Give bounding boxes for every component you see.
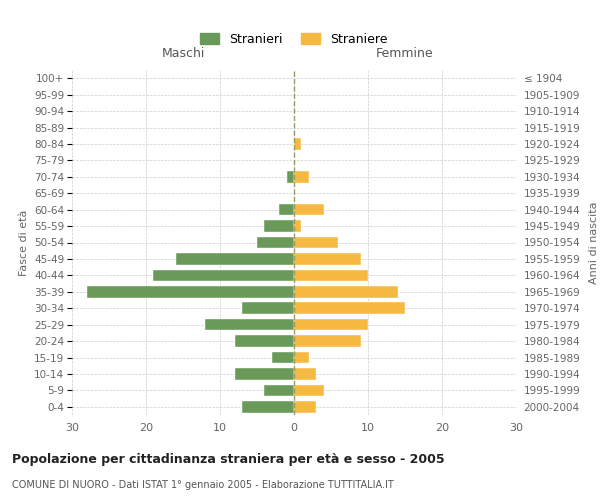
Y-axis label: Anni di nascita: Anni di nascita (589, 201, 599, 284)
Bar (294, 401, 316, 412)
Bar (154, 270, 294, 281)
Text: Femmine: Femmine (376, 46, 434, 60)
Bar (294, 286, 398, 298)
Bar (242, 401, 294, 412)
Bar (294, 352, 309, 363)
Bar (272, 352, 294, 363)
Bar (265, 220, 294, 232)
Bar (294, 384, 323, 396)
Bar (287, 171, 294, 182)
Legend: Stranieri, Straniere: Stranieri, Straniere (196, 28, 392, 51)
Y-axis label: Fasce di età: Fasce di età (19, 210, 29, 276)
Text: Maschi: Maschi (161, 46, 205, 60)
Bar (294, 253, 361, 264)
Bar (265, 384, 294, 396)
Bar (235, 336, 294, 347)
Bar (257, 237, 294, 248)
Bar (294, 138, 301, 149)
Text: Popolazione per cittadinanza straniera per età e sesso - 2005: Popolazione per cittadinanza straniera p… (12, 452, 445, 466)
Text: COMUNE DI NUORO - Dati ISTAT 1° gennaio 2005 - Elaborazione TUTTITALIA.IT: COMUNE DI NUORO - Dati ISTAT 1° gennaio … (12, 480, 394, 490)
Bar (87, 286, 294, 298)
Bar (279, 204, 294, 216)
Bar (235, 368, 294, 380)
Bar (294, 270, 368, 281)
Bar (294, 319, 368, 330)
Bar (294, 368, 316, 380)
Bar (205, 319, 294, 330)
Bar (294, 237, 338, 248)
Bar (176, 253, 294, 264)
Bar (294, 171, 309, 182)
Bar (294, 302, 405, 314)
Bar (294, 220, 301, 232)
Bar (294, 204, 323, 216)
Bar (242, 302, 294, 314)
Bar (294, 336, 361, 347)
